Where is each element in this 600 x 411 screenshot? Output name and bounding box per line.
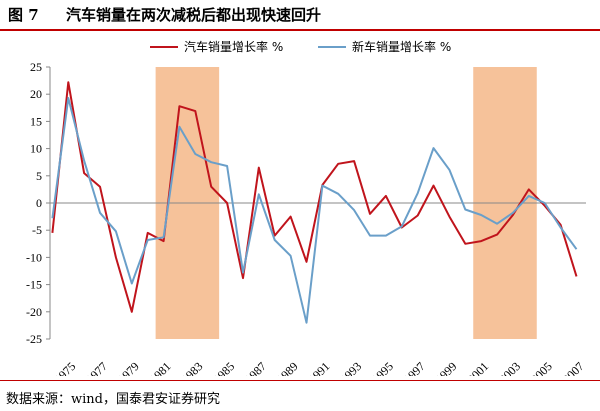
figure-title: 汽车销量在两次减税后都出现快速回升	[66, 6, 322, 24]
x-tick-label: 1997	[401, 359, 428, 376]
y-tick-label: -10	[26, 250, 42, 264]
data-source-note: 数据来源：wind，国泰君安证券研究	[6, 392, 220, 407]
figure-label: 图 7	[8, 6, 39, 24]
x-tick-label: 1977	[83, 359, 110, 376]
x-tick-label: 2003	[496, 359, 523, 376]
x-tick-label: 1983	[179, 359, 206, 376]
figure-header: 图 7 汽车销量在两次减税后都出现快速回升	[0, 0, 600, 30]
x-tick-label: 1975	[52, 359, 79, 376]
legend-label-series-1: 汽车销量增长率 %	[184, 39, 283, 54]
y-tick-label: 15	[30, 114, 42, 128]
header-rule	[0, 29, 600, 31]
y-tick-label: -15	[26, 278, 42, 292]
y-tick-label: 20	[30, 87, 42, 101]
y-axis-ticks: -25 -20 -15 -10 -5 0 5 10 15 20 25	[26, 60, 50, 346]
y-tick-label: -25	[26, 332, 42, 346]
series-line-2	[51, 97, 578, 324]
y-tick-label: 25	[30, 60, 42, 74]
x-axis-ticks: 1975 1977 1979 1981 1983 1985 1987 1989 1991 1993…	[52, 359, 587, 376]
shaded-periods	[155, 67, 537, 339]
x-tick-label: 2007	[560, 359, 587, 376]
x-tick-label: 1993	[337, 359, 364, 376]
x-tick-label: 1991	[306, 359, 333, 376]
x-tick-label: 1999	[433, 359, 460, 376]
x-tick-label: 1987	[242, 359, 269, 376]
series-lines	[51, 81, 578, 324]
x-tick-label: 1981	[147, 359, 174, 376]
x-tick-label: 2001	[464, 359, 491, 376]
x-tick-label: 1985	[210, 359, 237, 376]
footer-rule	[0, 380, 600, 381]
x-tick-label: 1989	[274, 359, 301, 376]
series-line-1	[51, 81, 578, 313]
y-tick-label: 10	[30, 142, 42, 156]
y-tick-label: 0	[36, 196, 42, 210]
y-tick-label: 5	[36, 169, 42, 183]
legend-label-series-2: 新车销量增长率 %	[352, 39, 451, 54]
x-tick-label: 1995	[369, 359, 396, 376]
x-tick-label: 2005	[528, 359, 555, 376]
y-tick-label: -20	[26, 305, 42, 319]
line-chart: -25 -20 -15 -10 -5 0 5 10 15 20 25 1975 1977 1979 198…	[26, 39, 587, 376]
x-tick-label: 1979	[115, 359, 142, 376]
legend: 汽车销量增长率 % 新车销量增长率 %	[150, 39, 451, 54]
y-tick-label: -5	[32, 223, 42, 237]
